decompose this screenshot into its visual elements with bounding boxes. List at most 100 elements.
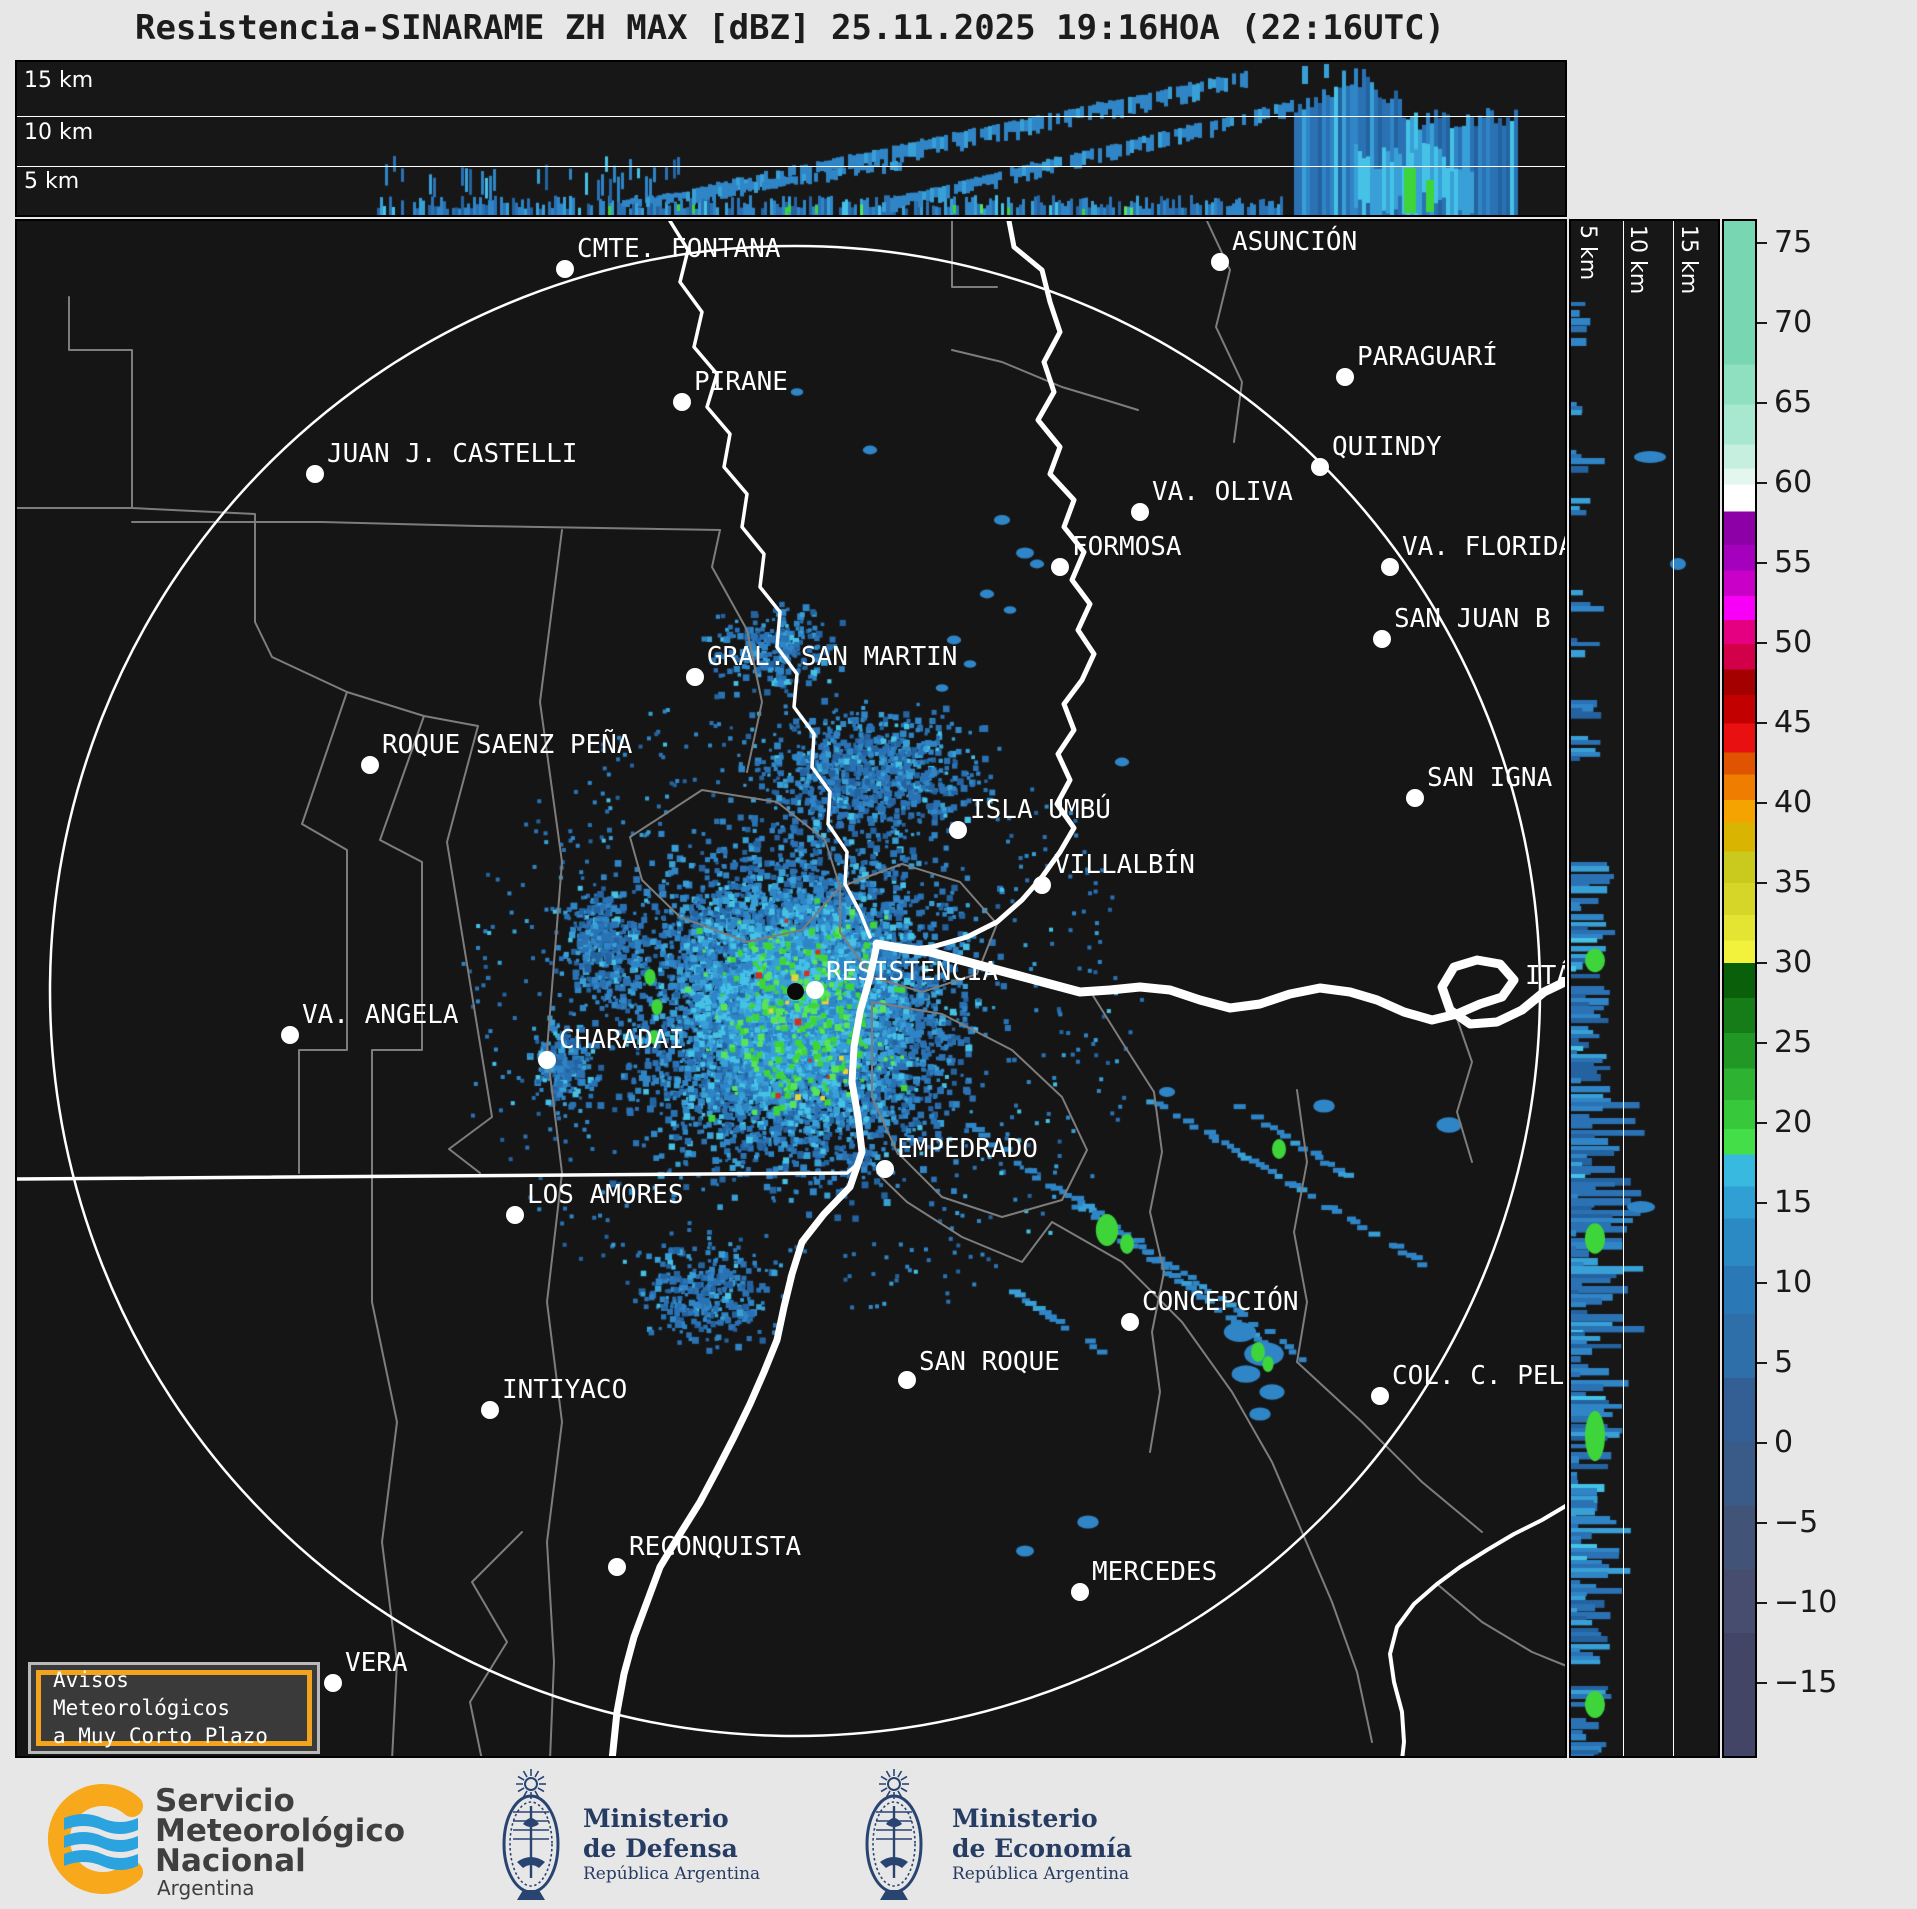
cb-tick-65 bbox=[1757, 401, 1767, 404]
city-dot-roque-saenz-pe-a bbox=[361, 756, 379, 774]
short-term-warnings-badge[interactable]: Avisos Meteorológicos a Muy Corto Plazo bbox=[28, 1662, 320, 1754]
city-dot-vera bbox=[324, 1674, 342, 1692]
city-dot-formosa bbox=[1051, 558, 1069, 576]
city-label-va-oliva: VA. OLIVA bbox=[1152, 477, 1293, 507]
cb-tick-label-60: 60 bbox=[1774, 464, 1813, 500]
city-dot-col-c-pel bbox=[1371, 1387, 1389, 1405]
cb-tick-35 bbox=[1757, 881, 1767, 884]
cb-tick--15 bbox=[1757, 1681, 1767, 1684]
city-label-pirane: PIRANE bbox=[694, 367, 788, 397]
defensa-ministerio: Ministerio bbox=[583, 1804, 729, 1833]
cb-tick-70 bbox=[1757, 321, 1767, 324]
city-label-quiindy: QUIINDY bbox=[1332, 432, 1442, 462]
cb-tick-label-15: 15 bbox=[1774, 1184, 1813, 1220]
city-dot-resistencia bbox=[806, 981, 824, 999]
cb-tick-label-40: 40 bbox=[1774, 784, 1813, 820]
top-gridline-0 bbox=[17, 116, 1565, 117]
cb-tick-label-45: 45 bbox=[1774, 704, 1813, 740]
cb-tick-label--10: −10 bbox=[1774, 1584, 1838, 1620]
city-label-reconquista: RECONQUISTA bbox=[629, 1532, 802, 1562]
cb-tick-25 bbox=[1757, 1041, 1767, 1044]
short-term-warnings-border: Avisos Meteorológicos a Muy Corto Plazo bbox=[36, 1668, 312, 1748]
right-axis-label-10km: 10 km bbox=[1625, 225, 1650, 295]
city-dot-va-oliva bbox=[1131, 503, 1149, 521]
product-title: Resistencia-SINARAME ZH MAX [dBZ] 25.11.… bbox=[134, 8, 1446, 48]
cb-tick-label-10: 10 bbox=[1774, 1264, 1813, 1300]
city-dot-san-juan-b bbox=[1373, 630, 1391, 648]
smn-text-nacional: Nacional bbox=[155, 1843, 306, 1879]
economia-name: de Economía bbox=[952, 1834, 1133, 1863]
city-dot-pirane bbox=[673, 393, 691, 411]
city-label-cmte-fontana: CMTE. FONTANA bbox=[577, 234, 781, 264]
city-label-isla-umb-: ISLA UMBÚ bbox=[970, 795, 1111, 825]
top-axis-label-15km: 15 km bbox=[24, 68, 94, 93]
city-dot-juan-j-castelli bbox=[306, 465, 324, 483]
city-dot-quiindy bbox=[1311, 458, 1329, 476]
city-label-va-angela: VA. ANGELA bbox=[302, 1000, 459, 1030]
city-label-villalb-n: VILLALBÍN bbox=[1054, 850, 1195, 880]
city-dot-gral-san-martin bbox=[686, 668, 704, 686]
cb-tick-label-25: 25 bbox=[1774, 1024, 1813, 1060]
city-dot-asunci-n bbox=[1211, 253, 1229, 271]
city-dot-paraguar- bbox=[1336, 368, 1354, 386]
cb-tick-40 bbox=[1757, 801, 1767, 804]
top-axis-label-10km: 10 km bbox=[24, 120, 94, 145]
city-dot-san-igna bbox=[1406, 789, 1424, 807]
right-gridline-0 bbox=[1623, 221, 1624, 1756]
city-label-charadai: CHARADAI bbox=[559, 1025, 685, 1055]
right-cross-section-panel: 5 km 10 km 15 km bbox=[1569, 219, 1720, 1758]
radar-site-marker bbox=[787, 983, 804, 1000]
cb-tick-label-35: 35 bbox=[1774, 864, 1813, 900]
smn-logo bbox=[47, 1784, 143, 1894]
city-label-roque-saenz-pe-a: ROQUE SAENZ PEÑA bbox=[382, 730, 633, 760]
right-gridline-1 bbox=[1673, 221, 1674, 1756]
cb-tick-5 bbox=[1757, 1361, 1767, 1364]
city-label-vera: VERA bbox=[345, 1648, 408, 1678]
cb-tick-55 bbox=[1757, 561, 1767, 564]
cb-tick-label-55: 55 bbox=[1774, 544, 1813, 580]
economia-republica: República Argentina bbox=[952, 1864, 1130, 1884]
warning-line-1: Avisos Meteorológicos bbox=[53, 1668, 231, 1720]
dbz-colorbar bbox=[1722, 219, 1757, 1758]
city-label-formosa: FORMOSA bbox=[1072, 532, 1182, 562]
city-label-it-: ITÁ bbox=[1525, 961, 1565, 991]
city-dot-isla-umb- bbox=[949, 821, 967, 839]
cb-tick-label-20: 20 bbox=[1774, 1104, 1813, 1140]
cb-tick-label-0: 0 bbox=[1774, 1424, 1794, 1460]
city-label-gral-san-martin: GRAL. SAN MARTIN bbox=[707, 642, 958, 672]
city-label-empedrado: EMPEDRADO bbox=[897, 1134, 1038, 1164]
cb-tick-label-50: 50 bbox=[1774, 624, 1813, 660]
right-axis-label-15km: 15 km bbox=[1676, 225, 1701, 295]
city-label-los-amores: LOS AMORES bbox=[527, 1180, 684, 1210]
top-axis-label-5km: 5 km bbox=[24, 169, 80, 194]
city-label-juan-j-castelli: JUAN J. CASTELLI bbox=[327, 439, 578, 469]
smn-text-meteorologico: Meteorológico bbox=[155, 1813, 406, 1849]
city-label-san-igna: SAN IGNA bbox=[1427, 763, 1553, 793]
city-dot-empedrado bbox=[876, 1160, 894, 1178]
city-dot-villalb-n bbox=[1033, 876, 1051, 894]
city-label-san-roque: SAN ROQUE bbox=[919, 1347, 1060, 1377]
economia-coat-of-arms bbox=[865, 1768, 923, 1900]
city-dot-va-angela bbox=[281, 1026, 299, 1044]
city-label-concepci-n: CONCEPCIÓN bbox=[1142, 1287, 1299, 1317]
city-label-intiyaco: INTIYACO bbox=[502, 1375, 628, 1405]
city-dot-concepci-n bbox=[1121, 1313, 1139, 1331]
city-label-mercedes: MERCEDES bbox=[1092, 1557, 1218, 1587]
cb-tick-75 bbox=[1757, 241, 1767, 244]
cb-tick-30 bbox=[1757, 961, 1767, 964]
city-dot-charadai bbox=[538, 1051, 556, 1069]
cb-tick-label-75: 75 bbox=[1774, 224, 1813, 260]
cb-tick-label-65: 65 bbox=[1774, 384, 1813, 420]
city-dot-reconquista bbox=[608, 1558, 626, 1576]
cb-tick-10 bbox=[1757, 1281, 1767, 1284]
top-cross-section-panel: 15 km 10 km 5 km bbox=[15, 60, 1567, 217]
cb-tick-label--15: −15 bbox=[1774, 1664, 1838, 1700]
smn-text-servicio: Servicio bbox=[155, 1783, 295, 1819]
city-label-asunci-n: ASUNCIÓN bbox=[1232, 227, 1358, 257]
city-dot-mercedes bbox=[1071, 1583, 1089, 1601]
city-label-san-juan-b: SAN JUAN B bbox=[1394, 604, 1551, 634]
city-dot-intiyaco bbox=[481, 1401, 499, 1419]
economia-ministerio: Ministerio bbox=[952, 1804, 1098, 1833]
city-dot-los-amores bbox=[506, 1206, 524, 1224]
